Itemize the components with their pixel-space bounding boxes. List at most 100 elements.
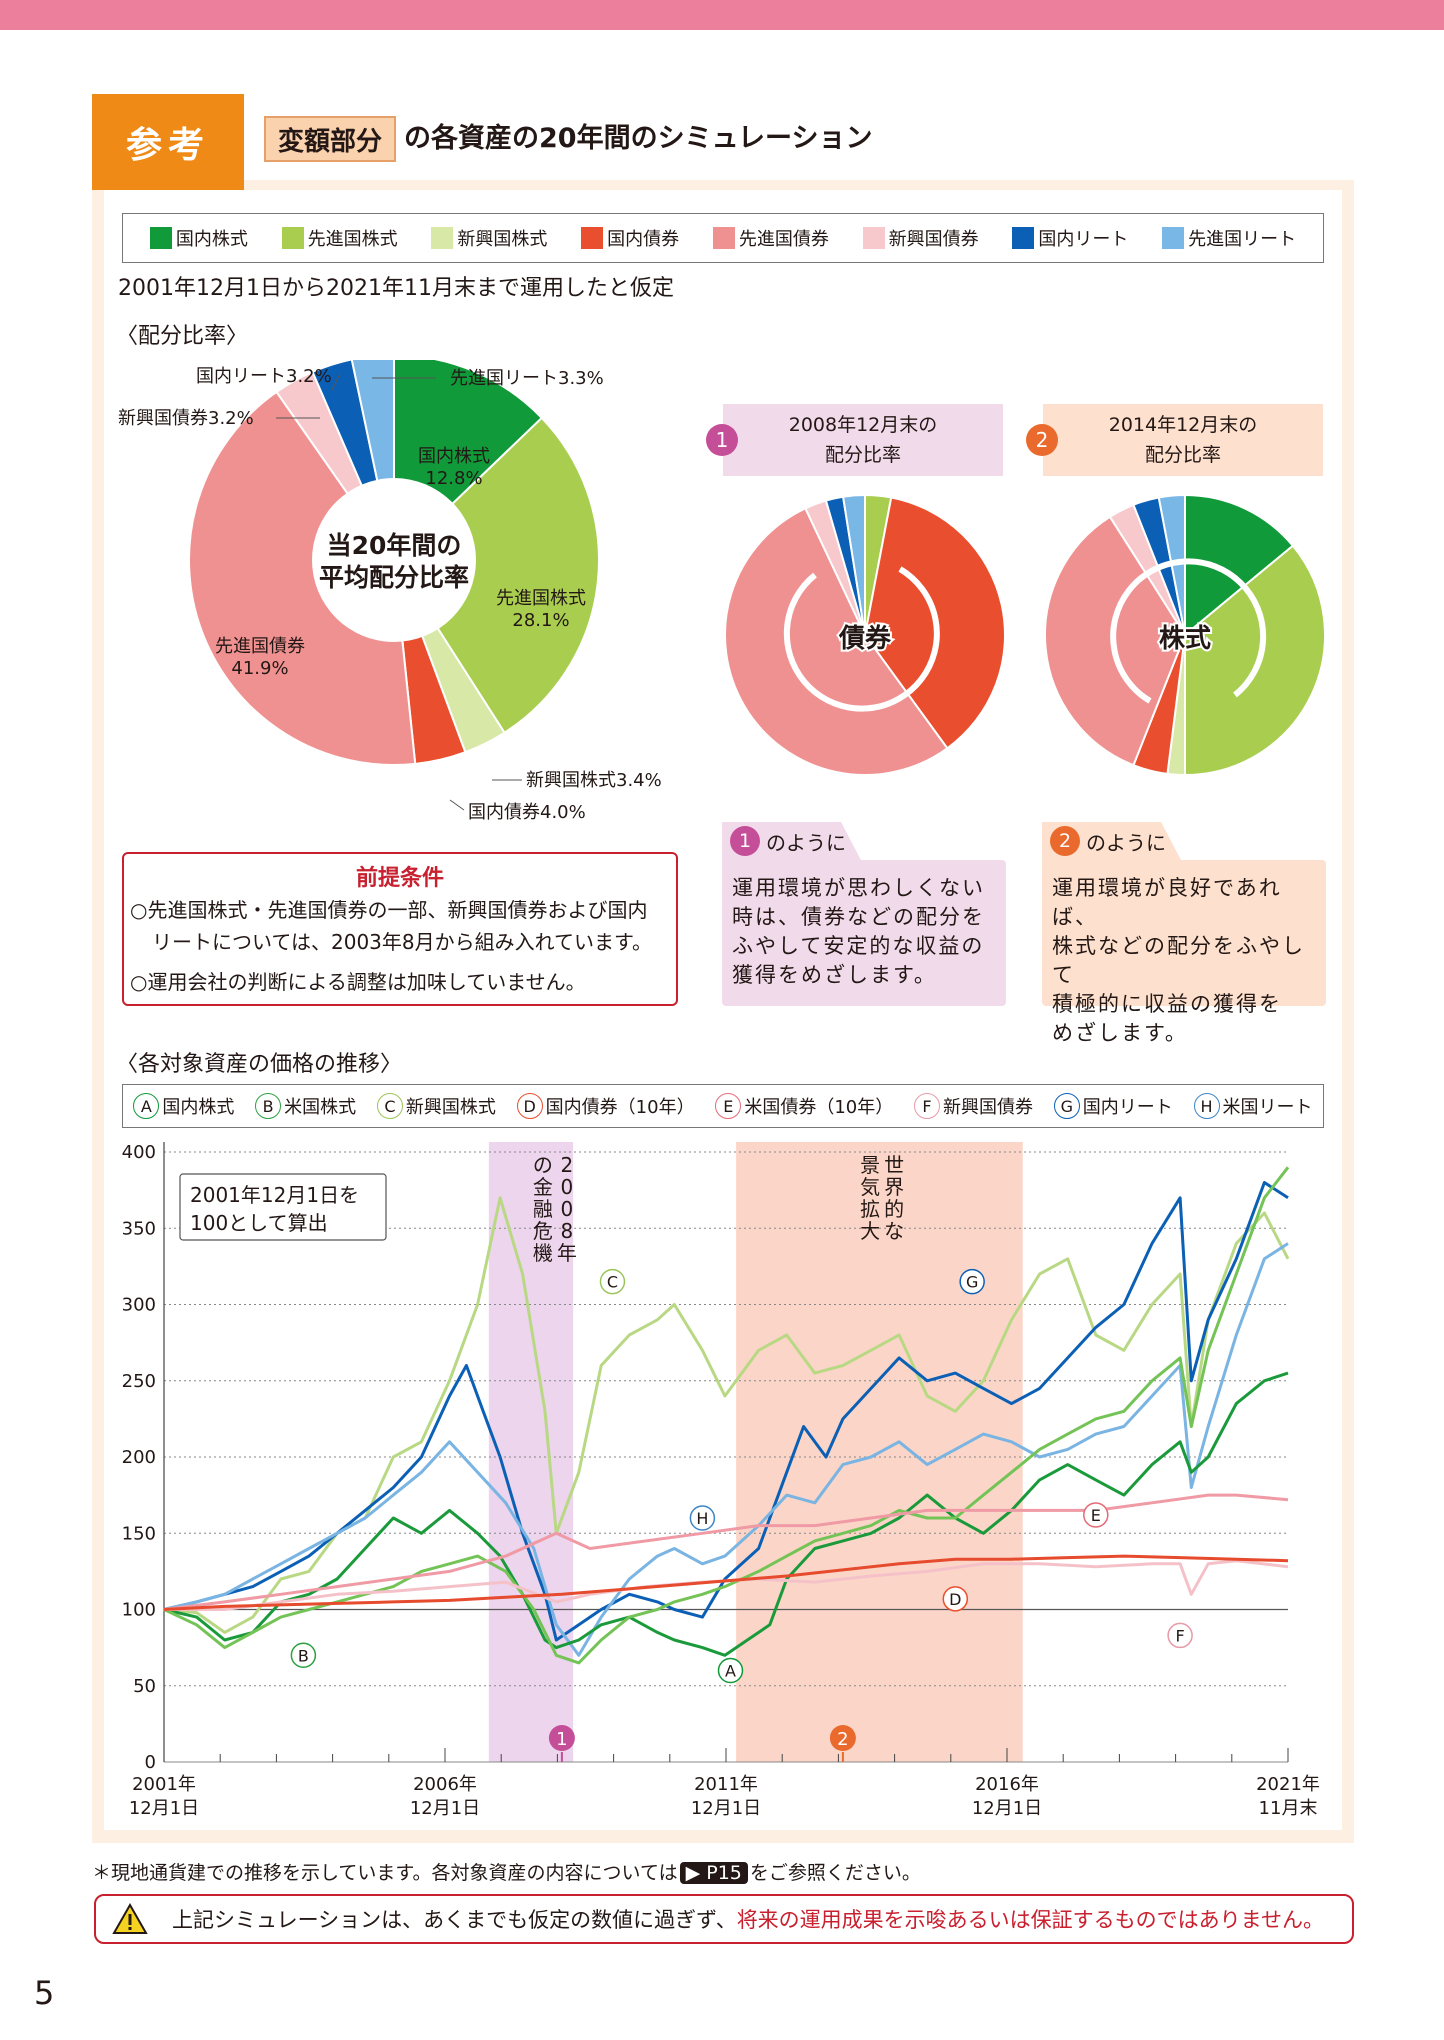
pie-2014: 株式	[1044, 493, 1326, 777]
series-key-label: B	[298, 1646, 309, 1665]
price-legend: A 国内株式 B 米国株式 C 新興国株式 D 国内債券（10年） E 米国債券（10年） F 新興国…	[122, 1084, 1324, 1128]
series-key-label: C	[607, 1273, 618, 1292]
price-legend-item: D 国内債券（10年）	[516, 1093, 695, 1119]
x-tick-label: 2021年	[1256, 1774, 1320, 1795]
legend-swatch	[149, 227, 172, 249]
pie-slice	[724, 506, 949, 776]
footer-ref-link[interactable]: ▶ P15	[679, 1862, 748, 1884]
series-key-marker	[290, 1642, 317, 1668]
period-marker-1-label: 1	[556, 1729, 567, 1750]
card-1-line-2: 時は、債券などの配分を	[732, 905, 985, 929]
premise-line-1b: リートについては、2003年8月から組み入れています。	[152, 930, 653, 954]
pie-label-jp-reit: 国内リート3.2%	[196, 366, 332, 387]
asset-legend: 国内株式 先進国株式 新興国株式 国内債券 先進国債券 新興国債券 国内リート 先進国リート	[122, 213, 1324, 263]
crisis-label: 金	[533, 1175, 553, 1199]
series-line-G	[163, 1181, 1289, 1642]
legend-item: 国内株式	[149, 225, 248, 251]
base-note: 2001年12月1日を 100として算出	[179, 1173, 387, 1241]
card-2-line-1: 運用環境が良好であれば、	[1052, 876, 1282, 929]
pie-label-jp-stock: 国内株式	[418, 446, 490, 467]
card-2-line-4: めざします。	[1052, 1021, 1188, 1045]
boom-label: な	[884, 1219, 904, 1243]
section-tab: 参考	[92, 94, 244, 190]
boom-label: 景	[860, 1153, 880, 1177]
legend-label: 国内リート	[1038, 229, 1129, 250]
period-marker-2	[829, 1725, 856, 1751]
series-key-badge: E	[715, 1093, 742, 1119]
pie-center-label-1: 当20年間の	[327, 531, 462, 560]
legend-label: 先進国債券	[738, 229, 829, 250]
allocation-heading: 〈配分比率〉	[116, 324, 249, 349]
legend-label: 先進国株式	[307, 229, 398, 250]
x-tick-label: 12月1日	[410, 1798, 480, 1819]
price-legend-label: 国内株式	[162, 1097, 235, 1118]
series-line-F	[164, 1559, 1289, 1611]
warning-icon	[112, 1903, 148, 1934]
price-legend-label: 米国株式	[284, 1097, 357, 1118]
card-2-badge: 2	[1050, 826, 1080, 856]
pie-2014-title-2: 配分比率	[1144, 444, 1221, 466]
price-legend-label: 国内債券（10年）	[545, 1097, 695, 1118]
crisis-label: 8	[560, 1219, 573, 1243]
crisis-label: 0	[560, 1197, 573, 1221]
price-legend-label: 米国リート	[1222, 1097, 1313, 1118]
pie-2008-title-1: 2008年12月末の	[788, 414, 938, 436]
pie-slice	[1184, 493, 1295, 638]
card-1-line-3: ふやして安定的な収益の	[732, 934, 985, 958]
pie-label-dev-stock: 28.1%	[512, 610, 569, 631]
pie-slice	[188, 390, 417, 766]
page-title: の各資産の20年間のシミュレーション	[404, 123, 873, 154]
card-2-line-2: 株式などの配分をふやして	[1052, 934, 1305, 987]
legend-item: 新興国株式	[431, 225, 547, 251]
rotation-arrow-icon	[1110, 558, 1267, 704]
series-key-badge: B	[255, 1093, 282, 1119]
pie-center-label-2: 平均配分比率	[319, 563, 469, 592]
card-1-body: 運用環境が思わしくない 時は、債券などの配分を ふやして安定的な収益の 獲得をめ…	[722, 860, 1006, 1006]
series-key-marker	[942, 1586, 969, 1612]
series-line-B	[163, 1166, 1290, 1665]
pie-label-dev-stock: 先進国株式	[496, 588, 586, 609]
x-tick-label: 2006年	[413, 1774, 477, 1795]
series-key-marker	[599, 1268, 626, 1295]
legend-item: 国内リート	[1012, 225, 1128, 251]
rotation-arrow-icon	[783, 566, 940, 712]
card-2-body: 運用環境が良好であれば、 株式などの配分をふやして 積極的に収益の獲得を めざし…	[1042, 860, 1326, 1045]
footer-note: ＊現地通貨建での推移を示しています。各対象資産の内容については ▶ P15 をご参照…	[92, 1858, 921, 1885]
series-key-label: G	[966, 1273, 978, 1292]
pie-2008-title-2: 配分比率	[824, 444, 901, 466]
card-1-tag-text: のように	[766, 830, 846, 855]
legend-item: 国内債券	[581, 225, 679, 251]
series-key-label: A	[725, 1662, 736, 1681]
warning-box: 上記シミュレーションは、あくまでも仮定の数値に過ぎず、将来の運用成果を示唆あるい…	[94, 1894, 1354, 1944]
pie-label-em-bond: 新興国債券3.2%	[118, 408, 254, 429]
series-key-marker	[717, 1657, 744, 1684]
warning-text-b: 将来の運用成果を示唆あるいは保証するものではありません。	[736, 1908, 1325, 1932]
series-line-H	[163, 1242, 1289, 1657]
crisis-label: の	[533, 1153, 553, 1177]
price-legend-label: 新興国株式	[405, 1097, 496, 1118]
series-key-badge: F	[914, 1093, 941, 1119]
series-key-badge: G	[1053, 1093, 1080, 1119]
y-tick-label: 50	[133, 1676, 156, 1697]
footer-note-a: ＊現地通貨建での推移を示しています。各対象資産の内容については	[92, 1862, 678, 1884]
pie-label-dev-bond: 先進国債券	[215, 636, 305, 657]
boom-label: 的	[884, 1197, 904, 1221]
series-key-badge: A	[133, 1093, 160, 1119]
x-tick-label: 12月1日	[129, 1798, 199, 1819]
pie-center-label: 株式	[1159, 624, 1211, 654]
y-tick-label: 250	[122, 1371, 156, 1392]
pie-label-jp-stock: 12.8%	[425, 468, 482, 489]
boom-label: 世	[884, 1153, 904, 1177]
pie-label-jp-bond: 国内債券4.0%	[468, 802, 586, 820]
pie-label-dev-bond: 41.9%	[231, 658, 288, 679]
crisis-label: 0	[560, 1175, 573, 1199]
card-2-tag-text: のように	[1086, 830, 1166, 855]
legend-label: 新興国債券	[888, 229, 979, 250]
series-key-badge: C	[376, 1093, 403, 1119]
crisis-band	[488, 1142, 574, 1762]
x-tick-label: 12月1日	[691, 1798, 761, 1819]
warning-text-a: 上記シミュレーションは、あくまでも仮定の数値に過ぎず、	[172, 1908, 737, 1932]
boom-label: 拡	[860, 1197, 880, 1221]
series-key-badge: H	[1193, 1093, 1220, 1119]
premise-line-1a: ○先進国株式・先進国債券の一部、新興国債券および国内	[130, 898, 648, 922]
